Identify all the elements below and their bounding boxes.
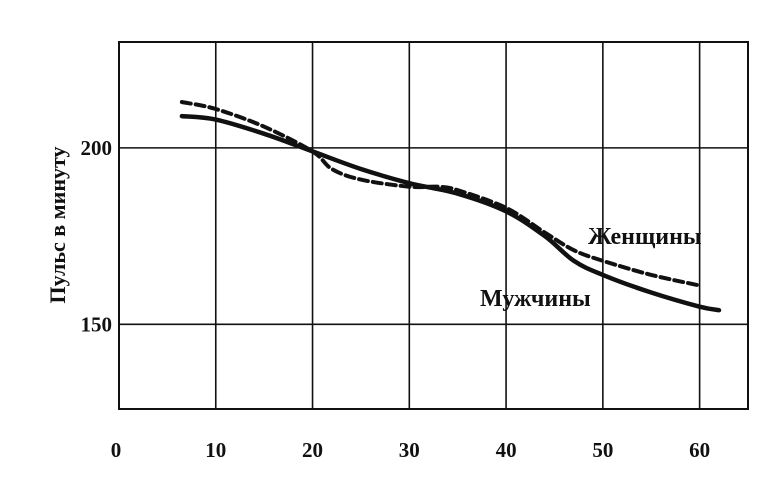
x-tick-label: 50 xyxy=(592,438,613,462)
series-lines xyxy=(179,100,722,313)
plot-frame xyxy=(118,41,749,410)
grid xyxy=(119,42,748,409)
tick-labels: 0 10 20 30 40 50 60 150 200 xyxy=(81,136,711,462)
y-axis-title: Пульс в минуту xyxy=(45,146,70,303)
x-tick-label: 60 xyxy=(689,438,710,462)
y-tick-label: 200 xyxy=(81,136,113,160)
series-line-women xyxy=(179,100,702,288)
series-label-women: Женщины xyxy=(588,224,702,250)
x-tick-label: 20 xyxy=(302,438,323,462)
x-tick-label: 40 xyxy=(496,438,517,462)
series-line-men xyxy=(179,113,722,313)
y-tick-label: 150 xyxy=(81,312,113,336)
x-tick-label: 30 xyxy=(399,438,420,462)
x-tick-label: 0 xyxy=(111,438,122,462)
series-label-men: Мужчины xyxy=(480,286,591,312)
x-tick-label: 10 xyxy=(205,438,226,462)
